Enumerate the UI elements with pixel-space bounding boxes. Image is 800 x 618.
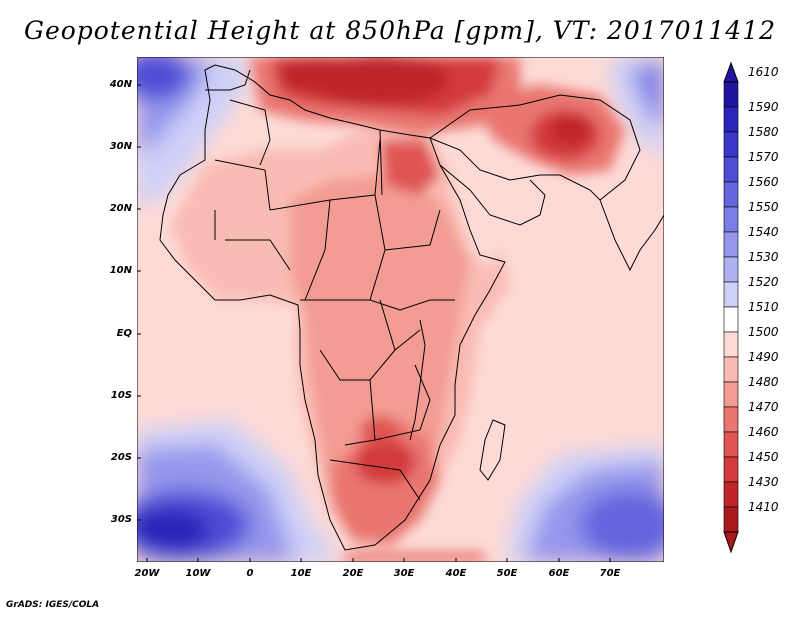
colorbar-cell [723, 181, 739, 208]
coastlines [159, 64, 664, 551]
lat-label: 40N [109, 79, 132, 90]
colorbar-cell [723, 281, 739, 308]
colorbar-cell [723, 456, 739, 483]
colorbar-top-arrow [723, 61, 739, 83]
colorbar-label: 1590 [748, 100, 779, 114]
lon-label: 10E [290, 568, 312, 579]
lat-label: 30N [109, 141, 132, 152]
colorbar-cell [723, 431, 739, 458]
lat-label: EQ [116, 328, 132, 339]
colorbar-cell [723, 81, 739, 108]
colorbar-label: 1490 [748, 350, 779, 364]
colorbar-label: 1570 [748, 150, 779, 164]
lat-label: 20S [110, 452, 132, 463]
colorbar-cell [723, 381, 739, 408]
colorbar-label: 1470 [748, 400, 779, 414]
colorbar-cell [723, 481, 739, 508]
madagascar-outline [479, 419, 506, 481]
lon-label: 60E [548, 568, 570, 579]
colorbar-label: 1480 [748, 375, 779, 389]
colorbar-cell [723, 331, 739, 358]
colorbar-cell [723, 406, 739, 433]
lon-label: 20W [134, 568, 160, 579]
lon-label: 40E [445, 568, 467, 579]
colorbar-cell [723, 106, 739, 133]
lon-label: 0 [246, 568, 254, 579]
lat-label: 20N [109, 203, 132, 214]
colorbar-label: 1460 [748, 425, 779, 439]
colorbar-cell [723, 306, 739, 333]
colorbar-label: 1520 [748, 275, 779, 289]
colorbar-bottom-arrow [723, 531, 739, 554]
colorbar-label: 1530 [748, 250, 779, 264]
lon-label: 70E [599, 568, 621, 579]
colorbar-cell [723, 206, 739, 233]
lon-label: 50E [496, 568, 518, 579]
colorbar-label: 1410 [748, 500, 779, 514]
colorbar-cell [723, 131, 739, 158]
lat-label: 10N [109, 265, 132, 276]
lat-label: 30S [110, 514, 132, 525]
low-height-regions [170, 57, 625, 562]
colorbar-label: 1610 [748, 65, 779, 79]
colorbar-label: 1430 [748, 475, 779, 489]
colorbar-label: 1450 [748, 450, 779, 464]
lon-label: 20E [342, 568, 364, 579]
high-height-regions [137, 57, 664, 562]
colorbar-cell [723, 256, 739, 283]
colorbar-cell [723, 231, 739, 258]
lon-label: 30E [393, 568, 415, 579]
colorbar-cell [723, 156, 739, 183]
colorbar-cell [723, 506, 739, 533]
colorbar-label: 1510 [748, 300, 779, 314]
map-title: Geopotential Height at 850hPa [gpm], VT:… [23, 16, 777, 45]
lon-label: 10W [185, 568, 211, 579]
lat-label: 10S [110, 390, 132, 401]
colorbar-label: 1550 [748, 200, 779, 214]
credit-text: GrADS: IGES/COLA [6, 600, 100, 610]
colorbar-label: 1500 [748, 325, 779, 339]
colorbar-label: 1580 [748, 125, 779, 139]
colorbar-cell [723, 356, 739, 383]
axis-ticks [137, 84, 611, 562]
colorbar-label: 1540 [748, 225, 779, 239]
colorbar-label: 1560 [748, 175, 779, 189]
